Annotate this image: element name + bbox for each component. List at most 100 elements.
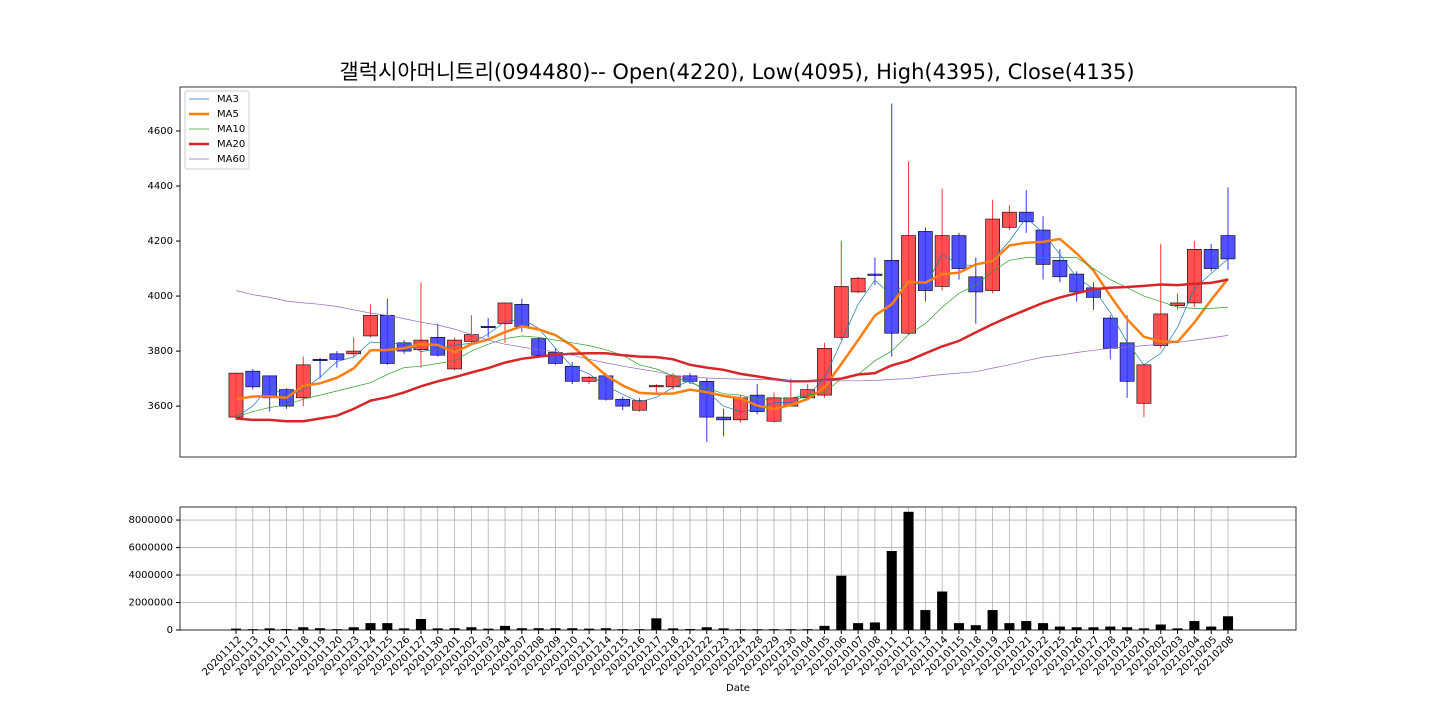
chart-title: 갤럭시아머니트리(094480)-- Open(4220), Low(4095)… xyxy=(339,60,1134,84)
volume-bar xyxy=(853,623,864,630)
volume-bar xyxy=(1071,627,1082,630)
volume-bar xyxy=(1038,623,1049,630)
candle-body xyxy=(1086,287,1101,298)
volume-bar xyxy=(1189,621,1200,630)
candle-body xyxy=(1002,211,1017,228)
candle-body xyxy=(850,277,866,293)
ma-line xyxy=(235,217,1229,418)
volume-bar xyxy=(247,629,258,630)
y-tick-label: 3600 xyxy=(148,401,173,412)
volume-bar xyxy=(1021,621,1032,630)
volume-bar xyxy=(415,619,426,630)
volume-bar xyxy=(432,628,443,630)
volume-bar xyxy=(903,511,914,630)
volume-bar xyxy=(701,627,712,630)
price-frame xyxy=(179,86,1297,458)
legend-label: MA5 xyxy=(217,109,239,120)
volume-bar xyxy=(869,622,880,630)
candle-body xyxy=(917,231,933,291)
volume-bar xyxy=(668,628,679,630)
candle-body xyxy=(531,338,547,356)
candle-body xyxy=(934,235,950,287)
ma-line xyxy=(235,257,1229,418)
y-tick-label: 8000000 xyxy=(128,515,173,526)
candle-body xyxy=(228,372,244,418)
legend-label: MA20 xyxy=(217,139,245,150)
legend-label: MA3 xyxy=(217,94,239,105)
volume-bar xyxy=(365,623,376,630)
y-tick-label: 4400 xyxy=(148,181,173,192)
volume-bar xyxy=(1172,628,1183,630)
volume-bar xyxy=(1088,627,1099,630)
candle-body xyxy=(1018,211,1034,223)
volume-bar xyxy=(449,628,460,630)
candle-body xyxy=(901,235,916,334)
candle-body xyxy=(329,353,345,360)
volume-bar xyxy=(466,627,477,630)
candle-body xyxy=(1069,273,1085,293)
volume-bar xyxy=(230,628,242,630)
candle-body xyxy=(1052,260,1068,278)
volume-bar xyxy=(1138,628,1149,630)
volume-bar xyxy=(600,628,611,630)
candle-body xyxy=(1153,313,1169,346)
y-tick-label: 2000000 xyxy=(128,598,173,609)
candle-body xyxy=(648,385,664,388)
volume-bar xyxy=(348,627,359,630)
volume-bar xyxy=(550,628,561,630)
volume-bar xyxy=(1206,626,1217,630)
y-tick-label: 4000 xyxy=(148,291,173,302)
candle-body xyxy=(951,235,967,269)
candle-body xyxy=(312,359,328,362)
candle-body xyxy=(1187,249,1202,304)
candle-body xyxy=(480,326,496,329)
candle-body xyxy=(363,315,378,337)
candle-body xyxy=(833,286,849,338)
volume-bar xyxy=(382,623,393,630)
candle-body xyxy=(632,400,647,411)
x-axis-label: Date xyxy=(726,683,750,694)
volume-bar xyxy=(281,629,292,630)
legend-box xyxy=(184,90,250,170)
volume-bar xyxy=(483,628,494,630)
volume-bar xyxy=(584,628,595,630)
y-tick-label: 6000000 xyxy=(128,543,173,554)
candle-body xyxy=(346,350,362,355)
legend-label: MA60 xyxy=(217,154,245,165)
candle-body xyxy=(615,398,631,407)
candle-body xyxy=(867,273,883,276)
volume-bar xyxy=(937,591,948,630)
volume-bar xyxy=(987,610,998,630)
volume-bar xyxy=(718,628,729,630)
volume-bar xyxy=(836,575,847,630)
volume-bar xyxy=(953,623,965,630)
volume-bar xyxy=(298,627,309,630)
volume-bar xyxy=(886,550,897,630)
volume-bar xyxy=(819,625,830,630)
candle-body xyxy=(497,302,513,324)
y-tick-label: 4600 xyxy=(148,126,173,137)
candle-body xyxy=(379,315,395,364)
volume-bar xyxy=(315,628,326,630)
volume-bar xyxy=(970,625,981,630)
candle-body xyxy=(1035,229,1051,265)
volume-bar xyxy=(1155,624,1166,630)
volume-bar xyxy=(752,629,763,630)
candle-body xyxy=(262,375,277,399)
volume-grid xyxy=(180,507,1296,631)
volume-bar xyxy=(567,628,578,630)
candle-body xyxy=(1136,364,1152,404)
candle-body xyxy=(564,365,580,382)
ma-line xyxy=(235,237,1229,411)
volume-bar xyxy=(516,628,527,630)
volume-bar xyxy=(533,628,544,630)
volume-bar xyxy=(1122,627,1133,630)
volume-bar xyxy=(684,629,696,630)
volume-bar xyxy=(264,628,275,630)
volume-bar xyxy=(499,625,511,630)
candle-body xyxy=(1102,317,1118,349)
volume-bar xyxy=(399,628,410,630)
candle-body xyxy=(245,370,261,388)
volume-bar xyxy=(651,618,662,630)
